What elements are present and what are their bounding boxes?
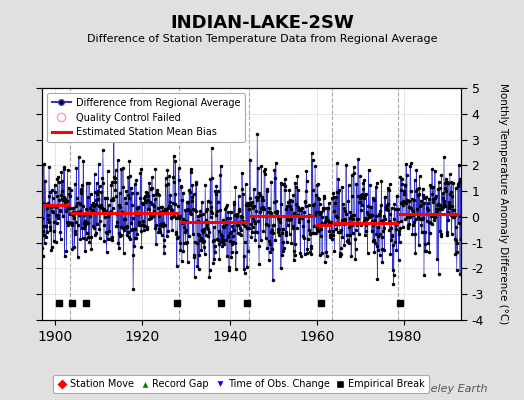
Text: Berkeley Earth: Berkeley Earth (405, 384, 487, 394)
Text: Difference of Station Temperature Data from Regional Average: Difference of Station Temperature Data f… (87, 34, 437, 44)
Legend: Station Move, Record Gap, Time of Obs. Change, Empirical Break: Station Move, Record Gap, Time of Obs. C… (53, 375, 429, 393)
Text: INDIAN-LAKE-2SW: INDIAN-LAKE-2SW (170, 14, 354, 32)
Legend: Difference from Regional Average, Quality Control Failed, Estimated Station Mean: Difference from Regional Average, Qualit… (47, 93, 245, 142)
Y-axis label: Monthly Temperature Anomaly Difference (°C): Monthly Temperature Anomaly Difference (… (498, 83, 508, 325)
